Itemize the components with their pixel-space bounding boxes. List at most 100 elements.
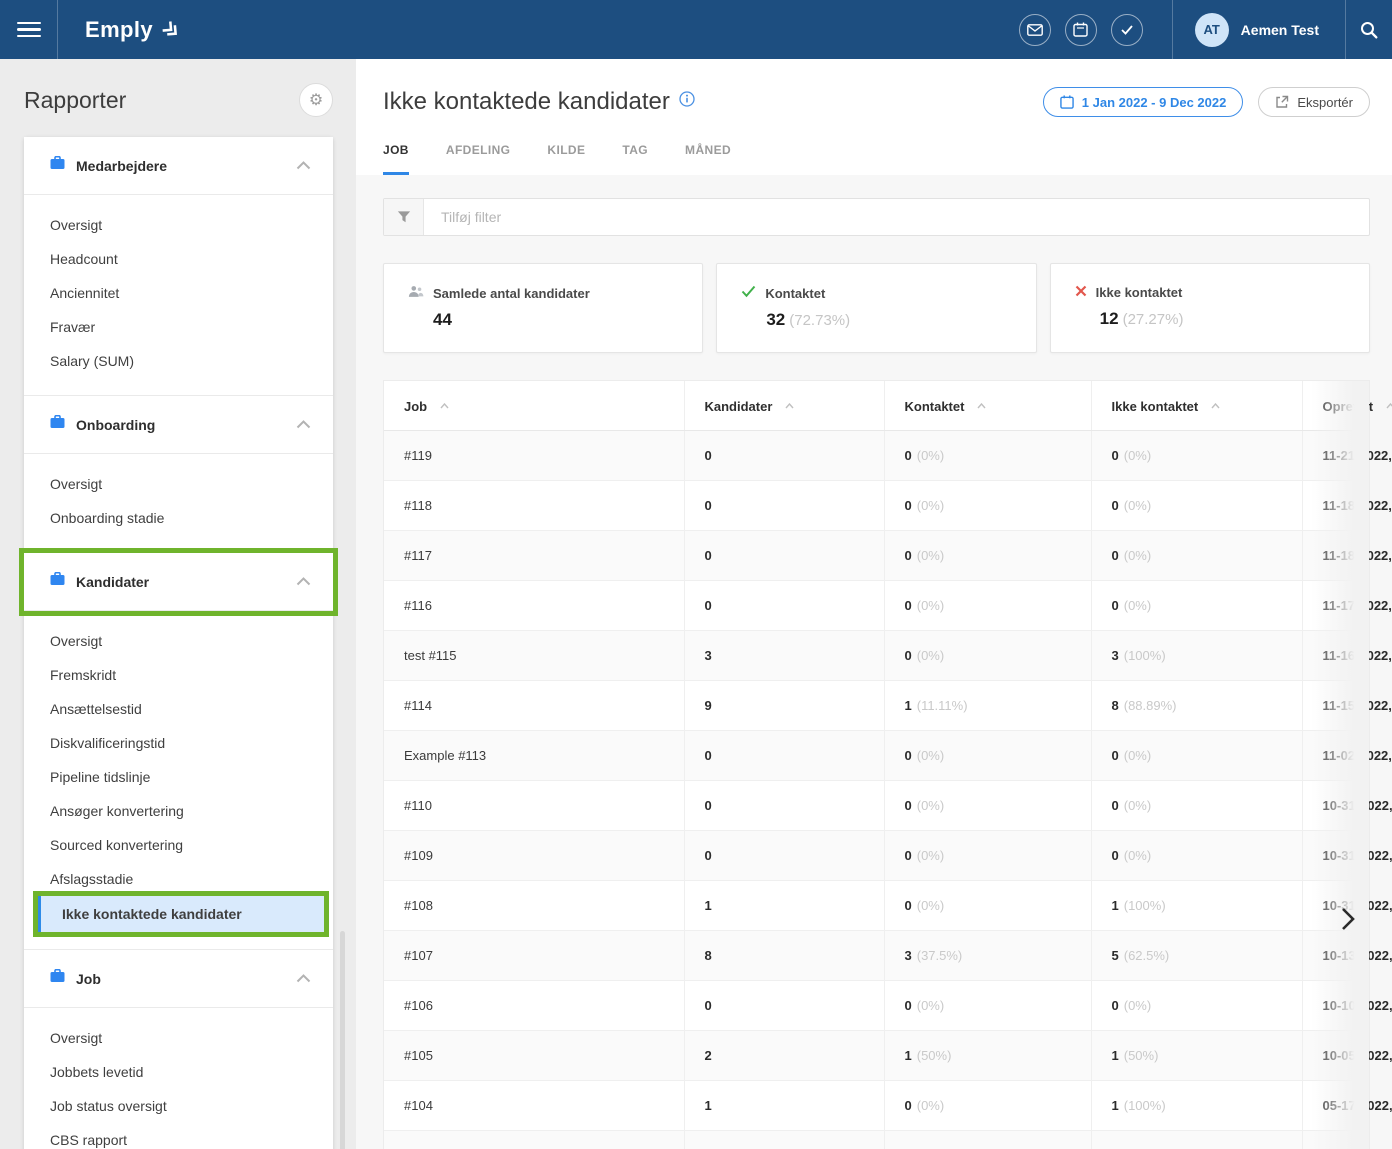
sidebar-item-salary-sum[interactable]: Salary (SUM) <box>50 353 135 369</box>
table-row[interactable]: #107 8 3 (37.5%) 5 (62.5%) 10-13-2022, <box>384 930 1392 981</box>
tab-m-ned[interactable]: MÅNED <box>685 143 732 157</box>
main-area: Ikke kontaktede kandidater 1 Jan 2022 - … <box>356 59 1392 1149</box>
column-header-kontaktet[interactable]: Kontaktet <box>884 381 1092 431</box>
sidebar-item-afslagsstadie[interactable]: Afslagsstadie <box>50 871 134 887</box>
table-row[interactable]: #114 9 1 (11.11%) 8 (88.89%) 11-15-2022, <box>384 680 1392 731</box>
sidebar-item-sourced-konvertering[interactable]: Sourced konvertering <box>50 837 184 853</box>
section-header-onboarding[interactable]: Onboarding <box>24 396 333 454</box>
check-circle-icon <box>1121 24 1133 35</box>
export-button[interactable]: Eksportér <box>1258 87 1370 117</box>
sidebar-item-oversigt[interactable]: Oversigt <box>50 633 103 649</box>
table-row[interactable]: Example #113 0 0 (0%) 0 (0%) 11-02-2022, <box>384 730 1392 781</box>
cell-job: #106 <box>384 980 685 1031</box>
column-header-job[interactable]: Job <box>384 381 685 431</box>
brand-name: Emply <box>85 16 154 42</box>
table-row[interactable]: #118 0 0 (0%) 0 (0%) 11-18-2022, <box>384 480 1392 531</box>
tab-afdeling[interactable]: AFDELING <box>445 143 511 157</box>
table-row[interactable]: #108 1 0 (0%) 1 (100%) 10-31-2022, <box>384 880 1392 931</box>
column-header-kandidater[interactable]: Kandidater <box>684 381 885 431</box>
sidebar-item-anciennitet[interactable]: Anciennitet <box>50 285 120 301</box>
chevron-up-icon[interactable] <box>296 157 311 175</box>
cell-oprettet: 11-18-2022, <box>1302 480 1392 531</box>
sidebar-scrollbar[interactable] <box>340 931 345 1149</box>
sidebar-item-jobbets-levetid[interactable]: Jobbets levetid <box>50 1064 144 1080</box>
cell-job: #104 <box>384 1080 685 1131</box>
brand-logo[interactable]: Emply <box>85 17 179 43</box>
section-header-job[interactable]: Job <box>24 950 333 1008</box>
chevron-up-icon[interactable] <box>296 970 311 988</box>
sidebar-item-ans-ttelsestid[interactable]: Ansættelsestid <box>50 701 142 717</box>
cell-oprettet: 11-17-2022, <box>1302 580 1392 631</box>
user-menu[interactable]: AT Aemen Test <box>1173 0 1345 59</box>
sort-up-icon[interactable] <box>785 397 794 412</box>
cell-oprettet: 11-02-2022, <box>1302 730 1392 781</box>
brand-mark-icon <box>159 19 183 43</box>
settings-button[interactable]: ⚙ <box>299 83 333 117</box>
cell-oprettet: 11-18-2022, <box>1302 530 1392 581</box>
sidebar-item-oversigt[interactable]: Oversigt <box>50 217 103 233</box>
search-button[interactable] <box>1346 0 1392 59</box>
navbar-right: AT Aemen Test <box>1018 0 1392 59</box>
table-row[interactable]: #116 0 0 (0%) 0 (0%) 11-17-2022, <box>384 580 1392 631</box>
filter-input[interactable] <box>424 199 1369 235</box>
sidebar-item-ans-ger-konvertering[interactable]: Ansøger konvertering <box>50 803 184 819</box>
tasks-button[interactable] <box>1110 13 1143 46</box>
cell-oprettet: 10-31-2022, <box>1302 830 1392 881</box>
sidebar-item-onboarding-stadie[interactable]: Onboarding stadie <box>50 510 165 526</box>
cell-kandidater: 9 <box>684 680 885 731</box>
table-row[interactable]: #106 0 0 (0%) 0 (0%) 10-10-2022, <box>384 980 1392 1031</box>
stat-value: 12 <box>1099 309 1119 328</box>
table-row[interactable]: #117 0 0 (0%) 0 (0%) 11-18-2022, <box>384 530 1392 581</box>
section-header-kandidater[interactable]: Kandidater <box>19 548 338 616</box>
menu-icon <box>16 18 41 42</box>
sidebar-item-oversigt[interactable]: Oversigt <box>50 476 103 492</box>
table-row[interactable]: #105 2 1 (50%) 1 (50%) 10-05-2022, <box>384 1030 1392 1081</box>
briefcase-icon <box>50 414 65 434</box>
column-header-oprettet[interactable]: Oprettet <box>1302 381 1392 431</box>
cell-job: #117 <box>384 530 685 581</box>
mail-button[interactable] <box>1018 13 1051 46</box>
sort-up-icon[interactable] <box>977 397 986 412</box>
sidebar-item-diskvalificeringstid[interactable]: Diskvalificeringstid <box>50 735 166 751</box>
sidebar-item-headcount[interactable]: Headcount <box>50 251 118 267</box>
stat-label: Ikke kontaktet <box>1095 285 1183 300</box>
sort-up-icon[interactable] <box>1386 397 1392 412</box>
sort-up-icon[interactable] <box>1211 397 1220 412</box>
table-row[interactable]: test #115 3 0 (0%) 3 (100%) 11-16-2022, <box>384 630 1392 681</box>
sidebar-item-job-status-oversigt[interactable]: Job status oversigt <box>50 1098 167 1114</box>
cell-ikke-kontaktet: 0 (0%) <box>1091 780 1303 831</box>
info-icon[interactable] <box>679 85 695 117</box>
x-icon <box>1075 285 1087 300</box>
sidebar-item-ikke-kontaktede-kandidater[interactable]: Ikke kontaktede kandidater <box>33 891 329 937</box>
cell-kontaktet: 0 (0%) <box>884 980 1092 1031</box>
sidebar-item-frav-r[interactable]: Fravær <box>50 319 96 335</box>
calendar-button[interactable] <box>1064 13 1097 46</box>
briefcase-icon <box>50 968 65 988</box>
section-label: Onboarding <box>76 416 156 433</box>
filter-button[interactable] <box>384 199 424 235</box>
sidebar-item-oversigt[interactable]: Oversigt <box>50 1030 103 1046</box>
sort-up-icon[interactable] <box>440 397 449 412</box>
column-label: Oprettet <box>1322 398 1374 414</box>
sidebar-item-fremskridt[interactable]: Fremskridt <box>50 667 117 683</box>
sidebar-item-pipeline-tidslinje[interactable]: Pipeline tidslinje <box>50 769 151 785</box>
menu-button[interactable] <box>0 0 57 59</box>
cell-kontaktet: 1 (50%) <box>884 1030 1092 1081</box>
chevron-right-icon <box>1342 908 1355 930</box>
section-header-medarbejdere[interactable]: Medarbejdere <box>24 137 333 195</box>
chevron-up-icon[interactable] <box>296 416 311 434</box>
sidebar-item-cbs-rapport[interactable]: CBS rapport <box>50 1132 128 1148</box>
table-row[interactable]: #119 0 0 (0%) 0 (0%) 11-21-2022, <box>384 430 1392 481</box>
table-row[interactable]: #104 1 0 (0%) 1 (100%) 05-17-2022, <box>384 1080 1392 1131</box>
report-table: Job Kandidater Kontaktet Ikke kontaktet Opre… <box>384 381 1392 1149</box>
chevron-up-icon[interactable] <box>296 573 311 591</box>
tab-job[interactable]: JOB <box>383 143 409 175</box>
column-header-ikke-kontaktet[interactable]: Ikke kontaktet <box>1091 381 1303 431</box>
tab-tag[interactable]: TAG <box>622 143 649 157</box>
table-row[interactable]: #110 0 0 (0%) 0 (0%) 10-31-2022, <box>384 780 1392 831</box>
cell-kandidater: 0 <box>684 980 885 1031</box>
tab-kilde[interactable]: KILDE <box>547 143 586 157</box>
table-row[interactable]: #109 0 0 (0%) 0 (0%) 10-31-2022, <box>384 830 1392 881</box>
table-scroll-right-button[interactable] <box>1334 904 1362 934</box>
date-range-button[interactable]: 1 Jan 2022 - 9 Dec 2022 <box>1042 87 1244 117</box>
